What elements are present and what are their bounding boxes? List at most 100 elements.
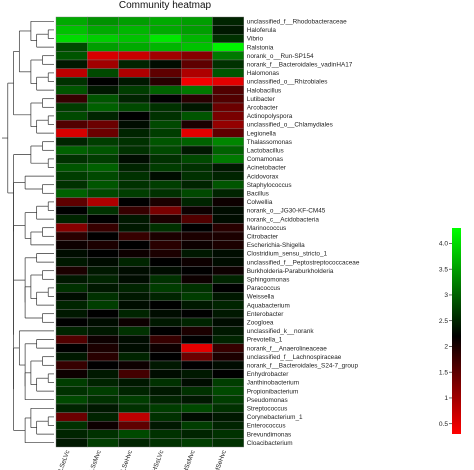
- heatmap-cell: [55, 240, 88, 250]
- heatmap-cell: [87, 309, 119, 319]
- heatmap-cell: [118, 205, 151, 215]
- heatmap-cell: [87, 68, 119, 78]
- heatmap-cell: [212, 292, 244, 302]
- heatmap-cell: [212, 274, 244, 284]
- color-scale-label: 3: [444, 292, 448, 299]
- heatmap-cells: [55, 16, 244, 448]
- heatmap-cell: [212, 360, 244, 370]
- heatmap-cell: [149, 257, 182, 267]
- heatmap-cell: [149, 197, 182, 207]
- heatmap-cell: [212, 231, 244, 241]
- heatmap-cell: [118, 395, 151, 405]
- heatmap-cell: [87, 51, 119, 61]
- heatmap-cell: [118, 34, 151, 44]
- heatmap-cell: [149, 128, 182, 138]
- heatmap-cell: [149, 76, 182, 86]
- heatmap-cell: [55, 154, 88, 164]
- heatmap-cell: [55, 188, 88, 198]
- row-label: unclassified_f__Peptostreptococcaceae: [247, 259, 360, 266]
- heatmap-cell: [180, 369, 213, 379]
- heatmap-cell: [118, 248, 151, 258]
- heatmap-cell: [118, 335, 151, 345]
- heatmap-cell: [118, 231, 151, 241]
- heatmap-cell: [149, 145, 182, 155]
- heatmap-cell: [180, 429, 213, 439]
- heatmap-cell: [180, 317, 213, 327]
- heatmap-cell: [87, 283, 119, 293]
- heatmap-cell: [87, 248, 119, 258]
- heatmap-cell: [118, 429, 151, 439]
- heatmap-cell: [180, 205, 213, 215]
- heatmap-cell: [55, 76, 88, 86]
- heatmap-cell: [149, 429, 182, 439]
- row-label: Propionibacterium: [247, 388, 299, 395]
- heatmap-cell: [180, 162, 213, 172]
- heatmap-cell: [118, 214, 151, 224]
- heatmap-cell: [55, 274, 88, 284]
- heatmap-cell: [212, 317, 244, 327]
- heatmap-cell: [180, 395, 213, 405]
- heatmap-cell: [118, 154, 151, 164]
- heatmap-cell: [180, 378, 213, 388]
- heatmap-cell: [149, 119, 182, 129]
- heatmap-cell: [87, 231, 119, 241]
- heatmap-cell: [149, 154, 182, 164]
- heatmap-cell: [212, 25, 244, 35]
- heatmap-cell: [180, 343, 213, 353]
- heatmap-cell: [118, 25, 151, 35]
- heatmap-cell: [55, 171, 88, 181]
- heatmap-cell: [149, 16, 182, 26]
- heatmap-cell: [180, 309, 213, 319]
- row-label: unclassified_k__norank: [247, 328, 315, 335]
- heatmap-cell: [118, 68, 151, 78]
- heatmap-cell: [212, 51, 244, 61]
- heatmap-cell: [55, 429, 88, 439]
- heatmap-cell: [212, 111, 244, 121]
- heatmap-cell: [180, 283, 213, 293]
- row-label: Vibrio: [247, 36, 264, 43]
- row-label: unclassified_o__Rhizobiales: [247, 79, 328, 86]
- heatmap-cell: [87, 16, 119, 26]
- heatmap-cell: [212, 16, 244, 26]
- heatmap-cell: [212, 326, 244, 336]
- row-label: unclassified_f__Lachnospiraceae: [247, 354, 342, 361]
- heatmap-cell: [180, 266, 213, 276]
- heatmap-cell: [149, 34, 182, 44]
- heatmap-cell: [212, 197, 244, 207]
- heatmap-cell: [180, 128, 213, 138]
- heatmap-cell: [212, 223, 244, 233]
- heatmap-cell: [149, 51, 182, 61]
- heatmap-cell: [149, 188, 182, 198]
- heatmap-cell: [55, 438, 88, 448]
- heatmap-cell: [87, 76, 119, 86]
- heatmap-cell: [55, 102, 88, 112]
- heatmap-cell: [55, 68, 88, 78]
- heatmap-cell: [55, 292, 88, 302]
- heatmap-cell: [180, 51, 213, 61]
- heatmap-cell: [87, 205, 119, 215]
- row-labels: unclassified_f__RhodobacteraceaeHaloferu…: [247, 19, 360, 447]
- heatmap-cell: [87, 59, 119, 69]
- heatmap-cell: [212, 283, 244, 293]
- row-label: Streptococcus: [247, 406, 287, 413]
- heatmap-cell: [212, 59, 244, 69]
- heatmap-cell: [118, 412, 151, 422]
- heatmap-cell: [149, 266, 182, 276]
- heatmap-cell: [55, 162, 88, 172]
- row-label: Brevundimonas: [247, 431, 291, 438]
- heatmap-cell: [118, 223, 151, 233]
- heatmap-cell: [87, 128, 119, 138]
- heatmap-cell: [87, 438, 119, 448]
- row-label: Thalassomonas: [247, 139, 292, 146]
- heatmap-cell: [149, 162, 182, 172]
- heatmap-cell: [180, 326, 213, 336]
- heatmap-cell: [55, 59, 88, 69]
- heatmap-cell: [55, 343, 88, 353]
- heatmap-cell: [118, 180, 151, 190]
- heatmap-cell: [149, 403, 182, 413]
- row-label: norank_f__Bacteroidales_vadinHA17: [247, 62, 353, 69]
- heatmap-cell: [212, 128, 244, 138]
- heatmap-cell: [212, 85, 244, 95]
- heatmap-cell: [149, 378, 182, 388]
